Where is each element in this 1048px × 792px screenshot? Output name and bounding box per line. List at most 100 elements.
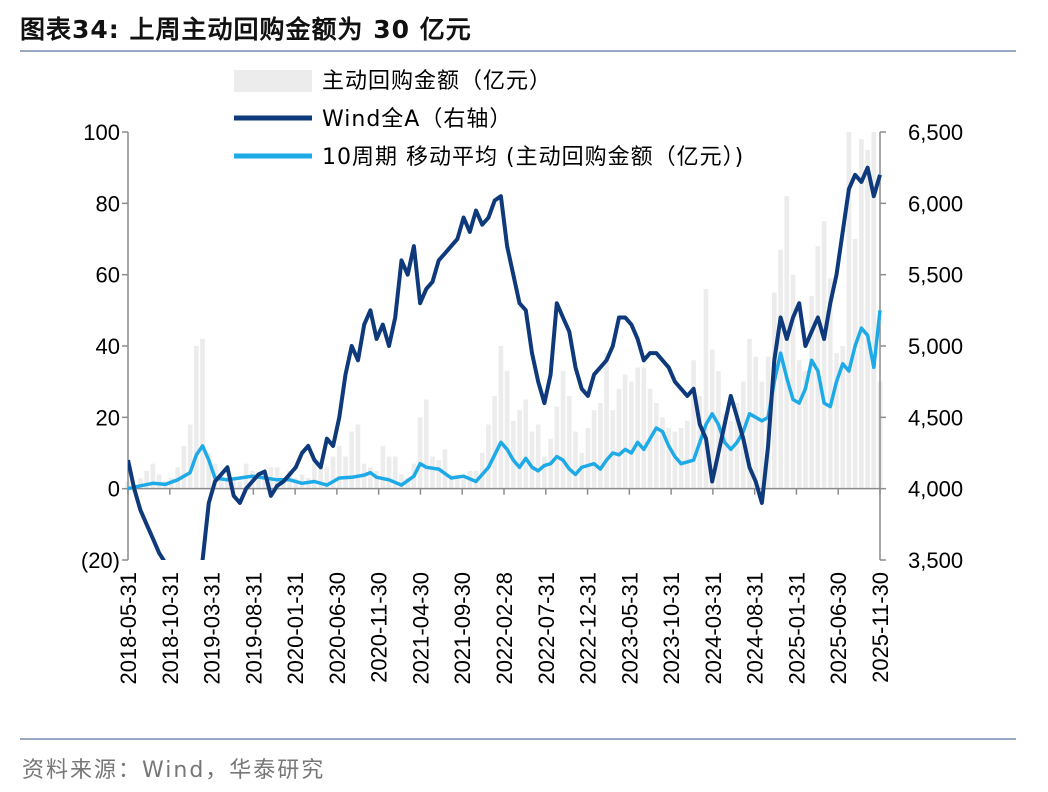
bar — [709, 349, 715, 489]
bar — [374, 470, 379, 489]
bar — [660, 417, 665, 489]
bar — [492, 395, 498, 489]
bar — [262, 474, 268, 489]
bar — [784, 196, 790, 489]
bar — [554, 406, 560, 489]
x-tick-label: 2021-09-30 — [450, 572, 475, 685]
figure-title: 图表34: 上周主动回购金额为 30 亿元 — [20, 15, 472, 44]
bar — [448, 474, 454, 489]
bar — [510, 420, 516, 489]
left-tick-label: 20 — [96, 405, 120, 430]
bar — [852, 239, 858, 489]
bar — [840, 346, 846, 489]
left-tick-label: 60 — [96, 263, 120, 288]
bar — [461, 477, 466, 489]
bar — [796, 360, 802, 489]
bar — [610, 410, 616, 489]
left-tick-label: 40 — [96, 334, 120, 359]
right-tick-label: 4,000 — [908, 477, 963, 502]
left-tick-label: 0 — [108, 477, 120, 502]
moving-average-line — [128, 310, 882, 491]
lines-layer — [128, 165, 882, 560]
left-tick-label: 80 — [96, 191, 120, 216]
bar — [722, 413, 727, 489]
bar — [790, 274, 796, 489]
bar — [405, 477, 410, 489]
bar — [330, 456, 336, 489]
x-tick-label: 2018-10-31 — [158, 572, 183, 685]
bar — [815, 246, 821, 489]
bar — [237, 481, 243, 489]
x-tick-label: 2020-11-30 — [367, 572, 392, 683]
x-tick-label: 2021-04-30 — [408, 572, 433, 685]
bar — [486, 424, 491, 489]
bar — [529, 431, 535, 489]
right-tick-label: 5,000 — [908, 334, 963, 359]
bar — [336, 445, 342, 489]
bar — [206, 453, 212, 489]
bar — [194, 346, 199, 489]
bar — [641, 367, 647, 489]
right-tick-label: 3,500 — [908, 548, 963, 573]
title-rule — [20, 50, 1016, 52]
bar — [653, 403, 659, 489]
legend-label: 10周期 移动平均 (主动回购金额（亿元）) — [322, 145, 744, 170]
bar — [343, 456, 348, 489]
x-tick-label: 2025-01-31 — [784, 572, 809, 685]
bar — [417, 417, 423, 489]
bar — [635, 367, 640, 489]
bar — [144, 470, 149, 489]
source-rule — [20, 738, 1016, 740]
bar — [368, 467, 373, 489]
bar — [218, 474, 224, 489]
bar — [753, 356, 759, 489]
bar — [423, 399, 429, 489]
bar — [274, 467, 280, 489]
bar — [691, 360, 696, 489]
wind-a-line — [128, 165, 882, 560]
bar — [666, 428, 672, 489]
bar — [809, 296, 814, 489]
legend: 主动回购金额（亿元） Wind全A（右轴） 10周期 移动平均 (主动回购金额（亿元… — [234, 69, 744, 170]
right-tick-label: 6,000 — [908, 191, 963, 216]
bar — [225, 477, 230, 489]
bar — [150, 463, 156, 489]
x-tick-label: 2022-07-31 — [534, 572, 559, 685]
bar — [604, 353, 609, 489]
bar — [436, 460, 442, 489]
bar — [523, 399, 529, 489]
x-tick-label: 2025-06-30 — [826, 572, 851, 685]
bar — [759, 381, 765, 489]
bar — [859, 139, 864, 489]
x-tick-label: 2020-01-31 — [283, 572, 308, 685]
bar — [728, 420, 734, 489]
bar — [181, 445, 187, 489]
bar — [834, 353, 839, 489]
bar — [399, 474, 404, 489]
bar — [560, 370, 566, 489]
legend-label: Wind全A（右轴） — [322, 107, 512, 132]
right-tick-label: 6,500 — [908, 120, 963, 145]
bar — [542, 456, 547, 489]
bar — [685, 420, 690, 489]
bar — [585, 428, 591, 489]
bar — [455, 474, 460, 489]
source-note: 资料来源：Wind，华泰研究 — [22, 758, 326, 783]
bar — [566, 395, 572, 489]
bar — [629, 381, 634, 489]
bar — [442, 449, 448, 489]
bar — [591, 410, 597, 489]
bar — [349, 431, 355, 489]
bar — [380, 445, 386, 489]
x-tick-label: 2020-06-30 — [325, 572, 350, 685]
bar — [324, 467, 330, 489]
x-tick-label: 2019-03-31 — [200, 572, 225, 685]
bar — [517, 410, 522, 489]
bar — [778, 249, 783, 489]
x-tick-label: 2018-05-31 — [116, 572, 141, 685]
axes-layer: (20) 0 20 40 60 80 100 3,500 4,000 4,500 5,000 5,50… — [81, 120, 963, 685]
bar — [579, 453, 585, 489]
x-tick-label: 2022-02-28 — [492, 572, 517, 685]
right-tick-label: 5,500 — [908, 263, 963, 288]
